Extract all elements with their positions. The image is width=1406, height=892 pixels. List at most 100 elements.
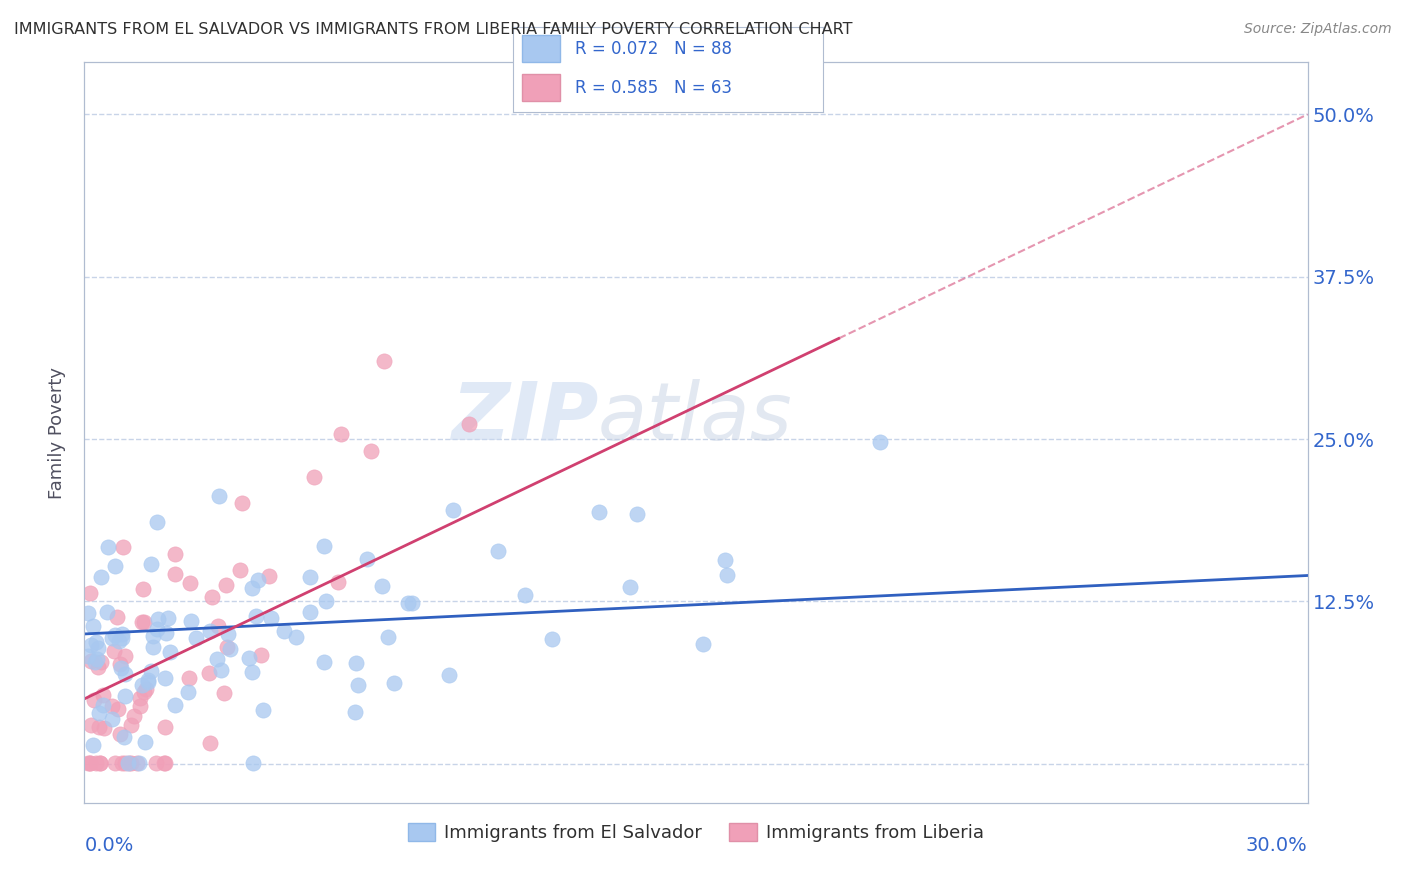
Point bbox=[157, 611, 180, 625]
Point bbox=[120, 756, 142, 770]
Point bbox=[360, 443, 382, 458]
Point bbox=[344, 705, 367, 719]
Point bbox=[114, 756, 136, 770]
Point bbox=[80, 718, 103, 732]
Point bbox=[214, 685, 236, 699]
Point bbox=[240, 581, 263, 595]
Point bbox=[200, 735, 222, 749]
Point bbox=[198, 624, 221, 638]
Point bbox=[129, 699, 152, 714]
Point bbox=[139, 558, 162, 572]
Point bbox=[128, 756, 150, 770]
Point bbox=[344, 657, 367, 671]
Point bbox=[513, 588, 536, 602]
Point bbox=[242, 756, 264, 770]
Point bbox=[238, 650, 260, 665]
Point bbox=[89, 756, 111, 770]
Point bbox=[90, 656, 112, 670]
Point bbox=[87, 720, 110, 734]
Point bbox=[153, 756, 176, 770]
Point bbox=[179, 576, 201, 591]
Point bbox=[142, 640, 165, 654]
Point bbox=[118, 756, 141, 770]
Point bbox=[111, 540, 134, 554]
Point bbox=[218, 642, 240, 657]
Point bbox=[104, 559, 127, 574]
Point bbox=[314, 656, 336, 670]
Point bbox=[93, 721, 115, 735]
Point bbox=[231, 496, 253, 510]
Point bbox=[111, 756, 134, 770]
Point bbox=[155, 626, 177, 640]
Point bbox=[146, 612, 169, 626]
Text: atlas: atlas bbox=[598, 379, 793, 457]
Point bbox=[245, 609, 267, 624]
Point bbox=[79, 586, 101, 600]
Point bbox=[87, 660, 110, 674]
Point bbox=[373, 354, 395, 368]
Point bbox=[120, 718, 142, 732]
Point bbox=[184, 631, 207, 645]
Point bbox=[107, 702, 129, 716]
Point bbox=[89, 756, 111, 770]
Point bbox=[486, 543, 509, 558]
Point bbox=[441, 503, 464, 517]
Point bbox=[139, 664, 162, 678]
FancyBboxPatch shape bbox=[523, 36, 560, 62]
Point bbox=[716, 568, 738, 582]
Point bbox=[201, 590, 224, 604]
Point bbox=[101, 712, 124, 726]
Point bbox=[131, 678, 153, 692]
Text: ZIP: ZIP bbox=[451, 379, 598, 457]
Text: 30.0%: 30.0% bbox=[1246, 836, 1308, 855]
Text: R = 0.585   N = 63: R = 0.585 N = 63 bbox=[575, 78, 733, 96]
Point bbox=[129, 690, 152, 705]
Point bbox=[153, 720, 176, 734]
Point bbox=[84, 756, 107, 770]
Point bbox=[131, 615, 153, 629]
Point bbox=[692, 637, 714, 651]
Point bbox=[101, 698, 124, 713]
Point bbox=[163, 698, 186, 712]
Point bbox=[83, 693, 105, 707]
Point bbox=[152, 756, 174, 770]
Point bbox=[217, 627, 239, 641]
Point bbox=[302, 470, 325, 484]
Point bbox=[145, 756, 167, 770]
Point bbox=[163, 567, 186, 582]
Point bbox=[86, 652, 108, 666]
Point bbox=[79, 756, 101, 770]
Point bbox=[626, 507, 648, 521]
Text: R = 0.072   N = 88: R = 0.072 N = 88 bbox=[575, 40, 733, 58]
Point bbox=[284, 630, 307, 644]
Point bbox=[207, 619, 229, 633]
Point bbox=[145, 515, 167, 529]
Point bbox=[80, 654, 103, 668]
Point bbox=[257, 569, 280, 583]
Point bbox=[298, 605, 321, 619]
Point bbox=[347, 678, 370, 692]
Point bbox=[136, 675, 159, 690]
Point bbox=[209, 663, 232, 677]
Point bbox=[249, 648, 271, 662]
Point bbox=[541, 632, 564, 646]
Point bbox=[117, 756, 139, 770]
Point bbox=[112, 730, 135, 744]
Point bbox=[299, 570, 322, 584]
Point bbox=[108, 726, 131, 740]
Point bbox=[104, 628, 127, 642]
Point bbox=[77, 648, 100, 663]
Point bbox=[370, 579, 392, 593]
Point bbox=[114, 666, 136, 681]
Point bbox=[101, 631, 124, 645]
Legend: Immigrants from El Salvador, Immigrants from Liberia: Immigrants from El Salvador, Immigrants … bbox=[401, 815, 991, 849]
Point bbox=[82, 618, 104, 632]
Point bbox=[247, 573, 270, 587]
Point bbox=[91, 698, 114, 713]
Point bbox=[132, 615, 155, 629]
Point bbox=[273, 624, 295, 638]
Point bbox=[252, 703, 274, 717]
Point bbox=[869, 435, 891, 450]
Point bbox=[142, 629, 165, 643]
Point bbox=[136, 673, 159, 688]
